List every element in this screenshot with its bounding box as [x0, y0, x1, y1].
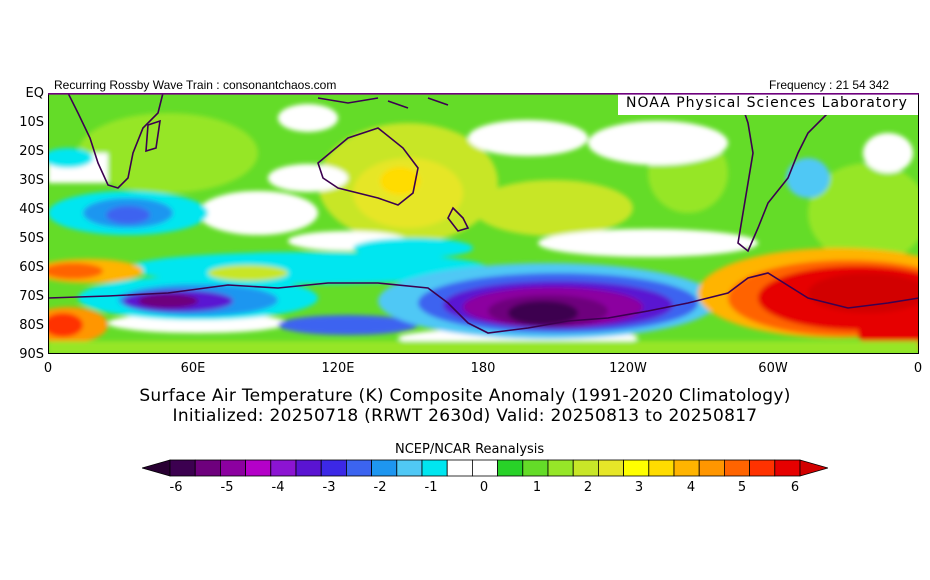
chart-title-line1: Surface Air Temperature (K) Composite An… — [139, 386, 791, 406]
x-label-0-end: 0 — [913, 361, 923, 376]
colorbar-swatch — [471, 459, 498, 477]
colorbar-swatch — [169, 459, 196, 477]
y-label-eq: EQ — [25, 86, 44, 101]
colorbar-swatch — [522, 459, 549, 477]
colorbar-label: 2 — [583, 480, 593, 495]
colorbar-label: 1 — [532, 480, 542, 495]
x-label-60e: 60E — [180, 361, 206, 376]
colorbar-label: -3 — [322, 480, 336, 495]
y-label-60s: 60S — [19, 260, 44, 275]
x-label-180: 180 — [470, 361, 496, 376]
colorbar-swatch — [724, 459, 751, 477]
colorbar-swatch — [320, 459, 347, 477]
lab-name-label: NOAA Physical Sciences Laboratory — [626, 95, 908, 111]
coastlines — [48, 93, 919, 334]
colorbar-swatch — [371, 459, 398, 477]
colorbar-label: 6 — [790, 480, 800, 495]
y-label-40s: 40S — [19, 202, 44, 217]
y-label-30s: 30S — [19, 173, 44, 188]
colorbar-swatch — [572, 459, 599, 477]
colorbar-swatch — [220, 459, 247, 477]
colorbar-swatch — [245, 459, 272, 477]
y-label-80s: 80S — [19, 318, 44, 333]
colorbar-swatch — [597, 459, 624, 477]
y-label-90s: 90S — [19, 347, 44, 362]
header-left-text: Recurring Rossby Wave Train : consonantc… — [54, 78, 337, 92]
colorbar-swatch — [547, 459, 574, 477]
colorbar-label: -5 — [220, 480, 234, 495]
x-label-0: 0 — [43, 361, 53, 376]
y-label-20s: 20S — [19, 144, 44, 159]
colorbar-swatch — [421, 459, 448, 477]
colorbar-label: -1 — [424, 480, 438, 495]
colorbar-swatch — [396, 459, 423, 477]
anomaly-map — [48, 93, 919, 354]
y-label-50s: 50S — [19, 231, 44, 246]
colorbar-swatch — [623, 459, 650, 477]
chart-title-line2: Initialized: 20250718 (RRWT 2630d) Valid… — [172, 406, 758, 426]
colorbar-max-arrow — [799, 459, 828, 477]
y-label-70s: 70S — [19, 289, 44, 304]
colorbar-title: NCEP/NCAR Reanalysis — [395, 442, 545, 457]
colorbar-swatch — [673, 459, 700, 477]
colorbar-swatch — [194, 459, 221, 477]
colorbar-label: 0 — [479, 480, 489, 495]
x-label-120e: 120E — [321, 361, 355, 376]
colorbar-swatch — [698, 459, 725, 477]
colorbar-swatch — [295, 459, 322, 477]
colorbar-label: -2 — [373, 480, 387, 495]
colorbar-swatch — [648, 459, 675, 477]
colorbar-label: -4 — [271, 480, 285, 495]
x-label-120w: 120W — [609, 361, 647, 376]
colorbar-swatch — [446, 459, 473, 477]
colorbar-swatch — [497, 459, 524, 477]
colorbar-swatch — [749, 459, 776, 477]
colorbar-label: 4 — [686, 480, 696, 495]
colorbar-swatch — [345, 459, 372, 477]
colorbar-swatch — [270, 459, 297, 477]
header-frequency-text: Frequency : 21 54 342 — [769, 78, 890, 92]
colorbar — [142, 459, 828, 477]
colorbar-min-arrow — [142, 459, 171, 477]
x-label-60w: 60W — [758, 361, 788, 376]
colorbar-label: -6 — [169, 480, 183, 495]
colorbar-swatch — [774, 459, 801, 477]
colorbar-label: 5 — [737, 480, 747, 495]
y-label-10s: 10S — [19, 115, 44, 130]
colorbar-label: 3 — [634, 480, 644, 495]
